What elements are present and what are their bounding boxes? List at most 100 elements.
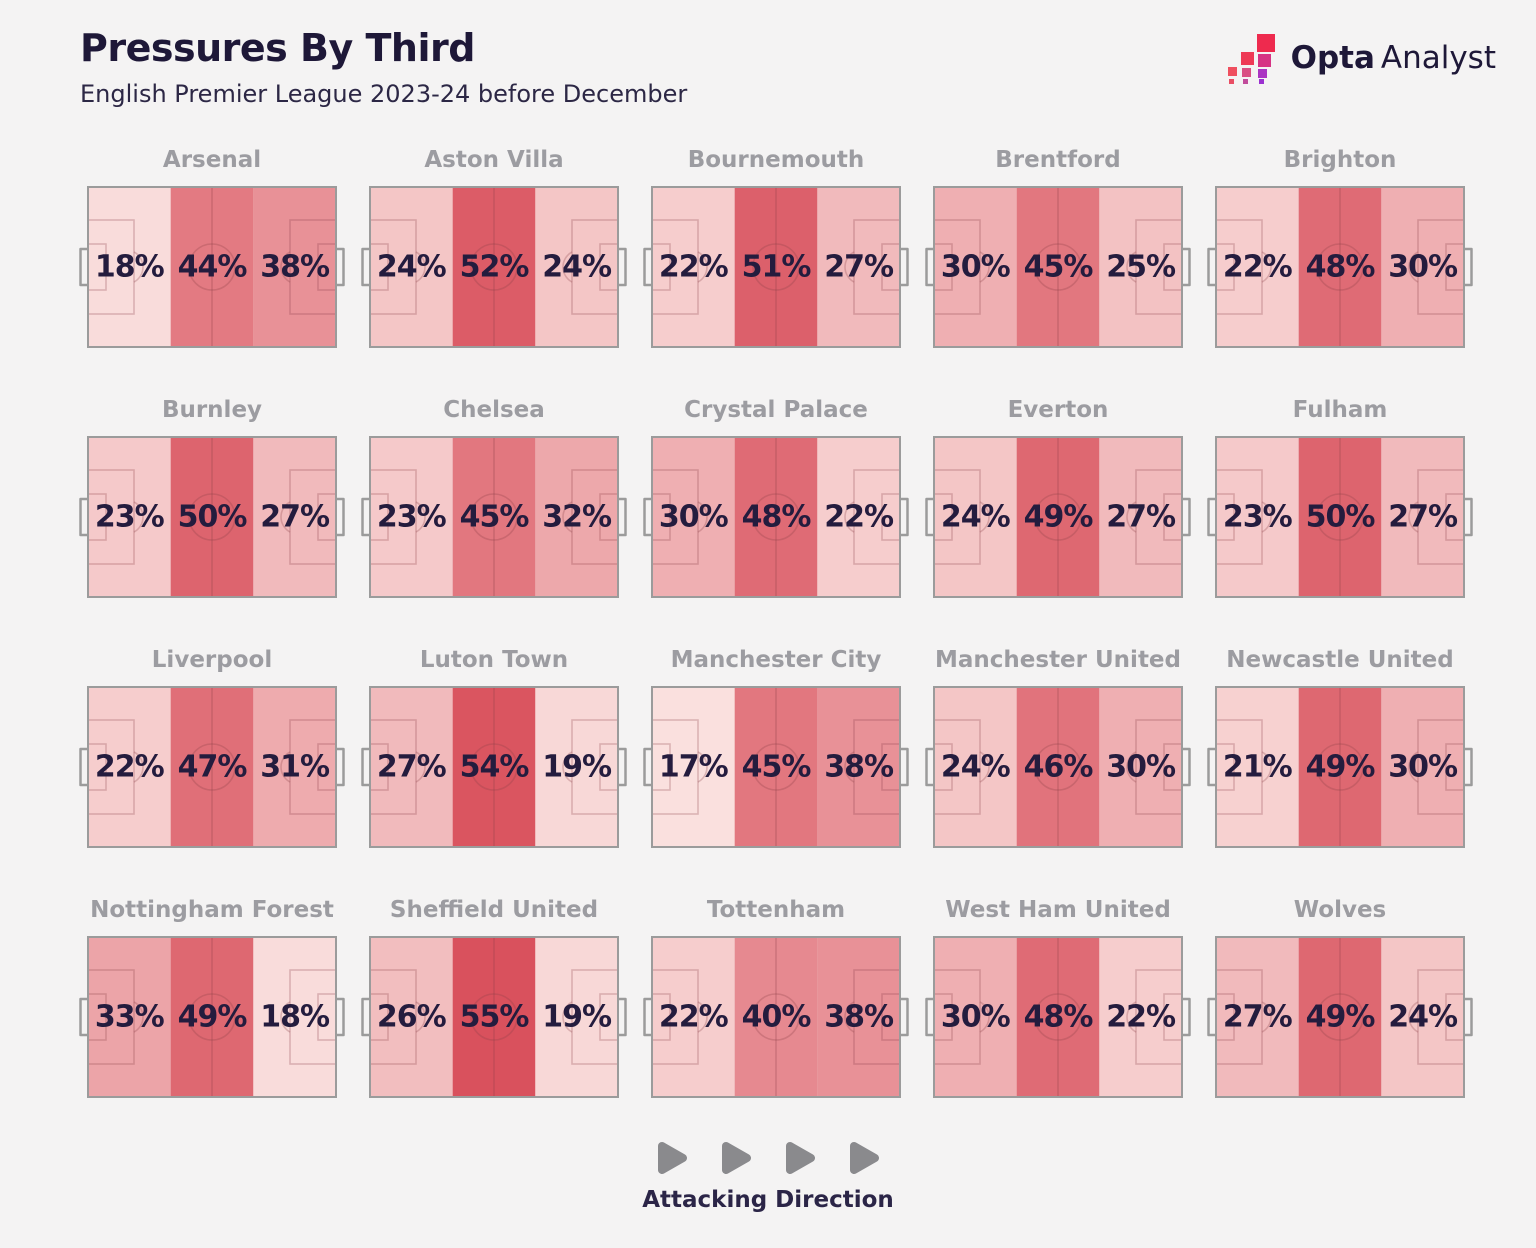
pitch-diagram: 21% 49% 30% (1207, 686, 1473, 848)
defensive-third-fill (370, 687, 453, 847)
attacking-third-fill (1099, 187, 1183, 347)
pitch-border (87, 436, 337, 598)
right-goal (336, 247, 345, 287)
attacking-third-value: 25% (1106, 250, 1176, 285)
pitch-svg: 22% 48% 30% (1207, 186, 1473, 348)
middle-third-value: 46% (1024, 750, 1094, 785)
pitch-diagram: 18% 44% 38% (79, 186, 345, 348)
middle-third-fill (1016, 937, 1100, 1097)
right-goal (336, 747, 345, 787)
left-penalty-arc (1261, 751, 1272, 783)
defensive-third-fill (88, 687, 171, 847)
defensive-third-value: 33% (95, 1000, 165, 1035)
centre-circle (470, 243, 518, 291)
middle-third-value: 48% (1024, 1000, 1094, 1035)
pitch-border (1215, 686, 1465, 848)
left-goal (643, 247, 652, 287)
right-penalty-arc (562, 251, 573, 283)
legend: Attacking Direction (0, 1139, 1536, 1213)
defensive-third-value: 22% (1223, 250, 1293, 285)
team-name: Manchester United (934, 647, 1181, 673)
pitch-border (87, 186, 337, 348)
centre-circle (1316, 243, 1364, 291)
attacking-third-value: 22% (824, 500, 894, 535)
pitch-svg: 30% 45% 25% (925, 186, 1191, 348)
left-goal (79, 747, 88, 787)
team-card: Tottenham (643, 894, 909, 1098)
third-fills (934, 937, 1183, 1097)
defensive-third-fill (934, 187, 1017, 347)
pitch-border (651, 186, 901, 348)
left-goal (925, 497, 934, 537)
pitch-svg: 24% 46% 30% (925, 686, 1191, 848)
pitch-svg: 26% 55% 19% (361, 936, 627, 1098)
left-goal (925, 997, 934, 1037)
left-penalty-arc (415, 751, 426, 783)
left-goal (361, 247, 370, 287)
left-goal (1207, 247, 1216, 287)
pitch-diagram: 27% 54% 19% (361, 686, 627, 848)
third-fills (652, 187, 901, 347)
team-name: Luton Town (419, 647, 569, 673)
centre-circle (470, 493, 518, 541)
right-penalty-arc (562, 751, 573, 783)
middle-third-fill (1016, 437, 1100, 597)
pitch-svg: 24% 49% 27% (925, 436, 1191, 598)
pitch-border (933, 436, 1183, 598)
middle-third-value: 45% (1024, 250, 1094, 285)
pressure-values: 22% 48% 30% (1223, 250, 1459, 285)
attacking-third-fill (253, 437, 337, 597)
attacking-third-fill (1381, 687, 1465, 847)
team-card: West Ham United (925, 894, 1191, 1098)
attacking-third-fill (817, 187, 901, 347)
centre-circle (188, 243, 236, 291)
brand-wordmark: Opta Analyst (1291, 40, 1496, 76)
defensive-third-value: 21% (1223, 750, 1293, 785)
left-goal (79, 997, 88, 1037)
pitch-svg: 22% 51% 27% (643, 186, 909, 348)
defensive-third-fill (1216, 687, 1299, 847)
pressure-values: 23% 50% 27% (95, 500, 331, 535)
pitch-diagram: 23% 50% 27% (79, 436, 345, 598)
pitch-svg: 22% 47% 31% (79, 686, 345, 848)
centre-circle (470, 993, 518, 1041)
middle-third-fill (452, 937, 536, 1097)
left-penalty-arc (697, 501, 708, 533)
team-name: Everton (1007, 397, 1109, 423)
third-fills (652, 687, 901, 847)
centre-circle (188, 493, 236, 541)
pitch-border (933, 186, 1183, 348)
middle-third-value: 51% (742, 250, 812, 285)
attacking-direction-label: Attacking Direction (642, 1187, 894, 1213)
defensive-third-fill (652, 937, 735, 1097)
right-penalty-arc (1126, 251, 1137, 283)
right-goal (336, 497, 345, 537)
left-goal (361, 997, 370, 1037)
defensive-third-value: 30% (941, 1000, 1011, 1035)
centre-circle (188, 743, 236, 791)
middle-third-value: 48% (1306, 250, 1376, 285)
attacking-third-fill (535, 937, 619, 1097)
team-card: Crystal Palace (643, 394, 909, 598)
defensive-third-value: 17% (659, 750, 729, 785)
team-card: Brighton (1207, 144, 1473, 348)
left-penalty-arc (1261, 501, 1272, 533)
defensive-third-value: 24% (941, 750, 1011, 785)
attacking-third-value: 30% (1388, 750, 1458, 785)
left-penalty-arc (1261, 1001, 1272, 1033)
pitch-markings (87, 687, 337, 847)
pitch-diagram: 22% 40% 38% (643, 936, 909, 1098)
centre-circle (752, 993, 800, 1041)
left-goal (361, 747, 370, 787)
right-penalty-arc (280, 1001, 291, 1033)
left-penalty-arc (697, 751, 708, 783)
right-penalty-arc (562, 1001, 573, 1033)
middle-third-value: 47% (178, 750, 248, 785)
left-penalty-arc (133, 251, 144, 283)
pressure-values: 23% 50% 27% (1223, 500, 1459, 535)
middle-third-value: 50% (178, 500, 248, 535)
attacking-third-fill (1381, 187, 1465, 347)
pressure-values: 18% 44% 38% (95, 250, 331, 285)
centre-circle (188, 993, 236, 1041)
middle-third-fill (452, 437, 536, 597)
